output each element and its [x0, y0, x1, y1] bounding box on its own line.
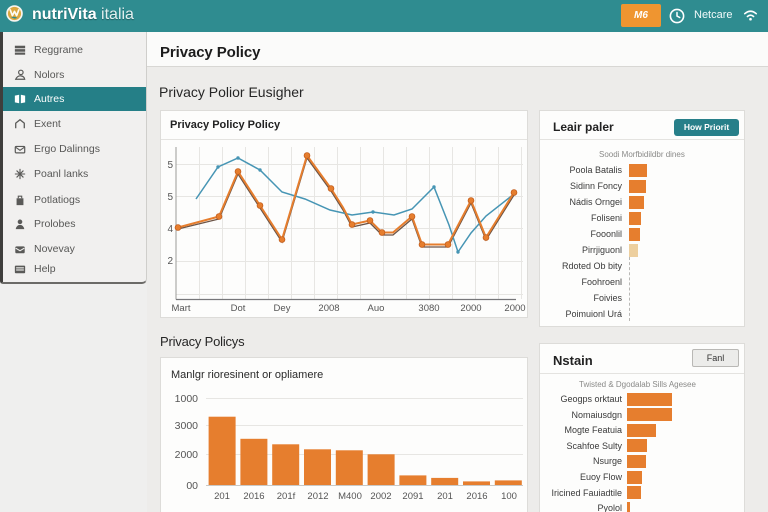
svg-text:00: 00	[186, 480, 198, 492]
svg-text:2000: 2000	[460, 303, 481, 314]
svg-text:1000: 1000	[175, 393, 199, 405]
svg-text:4: 4	[167, 224, 173, 235]
svg-text:2008: 2008	[318, 303, 339, 314]
svg-text:Auo: Auo	[368, 303, 385, 314]
svg-text:5: 5	[167, 192, 173, 203]
svg-text:2000: 2000	[175, 449, 199, 461]
svg-text:2002: 2002	[370, 491, 391, 502]
svg-text:5: 5	[167, 160, 173, 171]
svg-text:201: 201	[214, 491, 230, 502]
svg-text:Dey: Dey	[274, 303, 291, 314]
svg-text:M400: M400	[338, 491, 362, 502]
svg-text:3080: 3080	[418, 303, 439, 314]
svg-text:3000: 3000	[175, 420, 199, 432]
svg-text:2: 2	[167, 256, 173, 267]
svg-text:2091: 2091	[402, 491, 423, 502]
svg-text:Dot: Dot	[231, 303, 246, 314]
svg-text:2016: 2016	[243, 491, 264, 502]
svg-text:201f: 201f	[277, 491, 296, 502]
svg-text:100: 100	[501, 491, 517, 502]
svg-text:201: 201	[437, 491, 453, 502]
svg-text:2016: 2016	[466, 491, 487, 502]
svg-text:Mart: Mart	[172, 303, 191, 314]
svg-text:2000: 2000	[504, 303, 525, 314]
svg-text:2012: 2012	[307, 491, 328, 502]
